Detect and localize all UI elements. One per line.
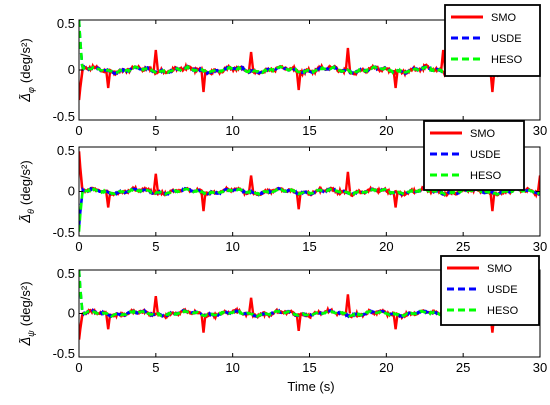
- legend-label-heso: HESO: [470, 170, 502, 182]
- legend-label-usde: USDE: [470, 149, 501, 161]
- smo-spike: [247, 297, 255, 314]
- smo-spike: [152, 49, 159, 71]
- x-tick-label: 20: [379, 239, 393, 254]
- smo-spike: [247, 175, 255, 192]
- smo-spike: [392, 191, 399, 208]
- smo-spike: [344, 294, 352, 314]
- y-tick-label: -0.5: [53, 346, 75, 361]
- smo-spike: [200, 69, 207, 93]
- smo-spike: [344, 171, 352, 192]
- y-axis-unit: (deg/s²): [18, 38, 33, 83]
- legend-label-smo: SMO: [491, 12, 517, 24]
- x-tick-label: 10: [225, 123, 239, 138]
- smo-spike: [489, 191, 496, 212]
- x-tick-label: 15: [302, 360, 316, 375]
- smo-spike: [105, 191, 112, 208]
- y-tick-label: -0.5: [53, 225, 75, 240]
- smo-spike: [392, 69, 399, 89]
- x-tick-label: 0: [75, 360, 82, 375]
- smo-spike: [489, 69, 496, 93]
- x-tick-label: 30: [533, 239, 547, 254]
- legend-label-smo: SMO: [487, 263, 513, 275]
- y-axis-subscript: φ: [26, 87, 36, 93]
- smo-spike: [105, 313, 112, 330]
- x-tick-label: 15: [302, 123, 316, 138]
- x-tick-label: 5: [152, 360, 159, 375]
- legend-label-heso: HESO: [491, 54, 523, 66]
- y-axis-symbol: Δ̃: [18, 93, 33, 103]
- smo-spike: [536, 175, 540, 192]
- legend-label-smo: SMO: [470, 128, 496, 140]
- smo-spike: [200, 313, 207, 333]
- x-tick-label: 30: [533, 360, 547, 375]
- x-tick-label: 25: [456, 239, 470, 254]
- smo-spike: [295, 191, 302, 210]
- x-tick-label: 0: [75, 123, 82, 138]
- y-tick-label: 0.5: [57, 143, 75, 158]
- y-tick-label: 0: [68, 62, 75, 77]
- x-axis-label: Time (s): [287, 379, 334, 394]
- y-tick-label: 0.5: [57, 266, 75, 281]
- x-tick-label: 5: [152, 123, 159, 138]
- x-tick-label: 20: [379, 360, 393, 375]
- y-axis-subscript: ψ: [26, 330, 36, 337]
- y-axis-label: Δ̃θ (deg/s²): [18, 160, 36, 223]
- axes-top: 051015202530-0.500.5Δ̃φ(deg/s²)SMOUSDEHE…: [18, 4, 547, 138]
- x-tick-label: 5: [152, 239, 159, 254]
- x-tick-label: 30: [533, 123, 547, 138]
- y-axis-label: Δ̃ψ (deg/s²): [18, 281, 36, 346]
- y-axis-unit: (deg/s²): [18, 160, 33, 205]
- smo-spike: [295, 69, 302, 91]
- axes-bottom: 0 5 10 15 20 25 30-0.500.5Δ̃ψ(deg/s²)SMOUSDEHE…: [18, 255, 547, 375]
- y-axis-label: Δ̃φ (deg/s²): [18, 38, 36, 102]
- x-tick-label: 10: [225, 239, 239, 254]
- series-line-heso: [79, 270, 540, 319]
- legend-label-usde: USDE: [487, 284, 518, 296]
- legend-label-usde: USDE: [491, 33, 522, 45]
- smo-spike: [152, 295, 159, 314]
- smo-spike: [200, 191, 207, 212]
- x-tick-label: 10: [225, 360, 239, 375]
- legend-label-heso: HESO: [487, 305, 519, 317]
- smo-spike: [152, 173, 159, 192]
- x-tick-label: 15: [302, 239, 316, 254]
- y-tick-label: 0.5: [57, 16, 75, 31]
- y-tick-label: 0: [68, 306, 75, 321]
- y-tick-label: -0.5: [53, 109, 75, 124]
- x-tick-label: 20: [379, 123, 393, 138]
- smo-spike: [344, 47, 352, 71]
- y-axis-symbol: Δ̃: [18, 214, 33, 224]
- smo-spike: [247, 51, 255, 71]
- smo-spike: [392, 313, 399, 330]
- axes-middle: 0 5 10 15 20 25 30-0.500.5Δ̃θ(deg/s²)SMOUSDEHE…: [18, 120, 547, 254]
- x-tick-label: 0: [75, 239, 82, 254]
- y-axis-subscript: θ: [26, 209, 36, 214]
- smo-spike: [105, 69, 112, 89]
- y-tick-label: 0: [68, 184, 75, 199]
- x-tick-label: 25: [456, 360, 470, 375]
- y-axis-unit: (deg/s²): [18, 281, 33, 326]
- smo-spike: [295, 313, 302, 332]
- y-axis-symbol: Δ̃: [18, 337, 33, 347]
